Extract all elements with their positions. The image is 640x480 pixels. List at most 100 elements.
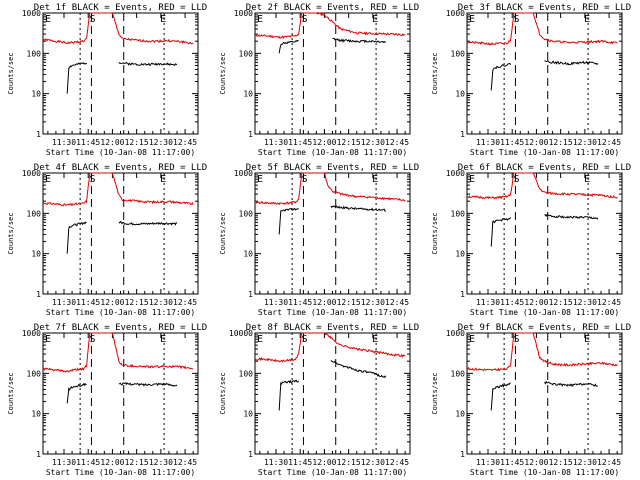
panel-det-2: Det 2f BLACK = Events, RED = LLD 1 10 100 10…: [219, 3, 419, 157]
x-axis-label: Start Time (10-Jan-08 11:17:00): [258, 308, 407, 317]
series-lld-line: [254, 12, 406, 39]
marker-label: S: [513, 334, 519, 345]
series-lld-line: [42, 172, 194, 207]
marker-label: S: [89, 14, 95, 25]
y-tick-label: 1000: [22, 9, 41, 18]
plot-frame: [254, 332, 411, 455]
marker-label: E: [584, 174, 590, 185]
series-events-line: [66, 220, 178, 254]
y-tick-label: 10: [31, 250, 41, 259]
panel-title: Det 7f BLACK = Events, RED = LLD: [34, 323, 207, 333]
x-tick-label: 12:30: [573, 458, 597, 467]
x-tick-label: 11:45: [288, 458, 312, 467]
x-tick-label: 11:30: [264, 458, 288, 467]
marker-label: E: [257, 14, 263, 25]
x-tick-label: 12:00: [312, 458, 336, 467]
x-tick-label: 12:15: [125, 298, 149, 307]
x-tick-label: 12:30: [149, 298, 173, 307]
x-tick-label: 12:30: [573, 138, 597, 147]
marker-label: S: [89, 174, 95, 185]
series-events-line: [490, 213, 599, 247]
marker-label: E: [160, 14, 166, 25]
y-tick-label: 10: [243, 410, 253, 419]
x-tick-label: 12:45: [173, 298, 197, 307]
marker-label: S: [89, 334, 95, 345]
y-axis-label: Counts/sec: [431, 212, 439, 254]
y-tick-label: 1000: [22, 329, 41, 338]
series-events-line: [490, 380, 598, 411]
y-axis-label: Counts/sec: [431, 372, 439, 414]
y-axis-label: Counts/sec: [431, 52, 439, 94]
y-tick-label: 10: [455, 90, 465, 99]
y-axis-label: Counts/sec: [219, 372, 227, 414]
x-tick-label: 11:30: [264, 298, 288, 307]
x-axis-label: Start Time (10-Jan-08 11:17:00): [470, 468, 619, 477]
panel-det-6: Det 6f BLACK = Events, RED = LLD 1 10 100 10…: [431, 163, 631, 317]
x-tick-label: 11:45: [500, 298, 524, 307]
x-tick-label: 12:15: [549, 458, 573, 467]
marker-label: E: [372, 334, 378, 345]
x-tick-label: 12:45: [173, 138, 197, 147]
y-tick-label: 100: [451, 49, 466, 58]
panel-det-8: Det 8f BLACK = Events, RED = LLD 1 10 100 10…: [219, 323, 419, 477]
x-tick-label: 12:45: [173, 458, 197, 467]
series-events-line: [490, 60, 599, 91]
x-axis-label: Start Time (10-Jan-08 11:17:00): [258, 148, 407, 157]
marker-label: E: [45, 174, 51, 185]
y-tick-label: 1: [36, 130, 41, 139]
series-lld-line: [42, 332, 194, 373]
panel-det-1: Det 1f BLACK = Events, RED = LLD 1 10 100 10…: [7, 3, 207, 157]
y-tick-label: 1: [248, 130, 253, 139]
panel-title: Det 5f BLACK = Events, RED = LLD: [246, 163, 419, 173]
marker-label: E: [160, 174, 166, 185]
panel-title: Det 9f BLACK = Events, RED = LLD: [458, 323, 631, 333]
y-axis-label: Counts/sec: [219, 212, 227, 254]
y-tick-label: 100: [239, 49, 254, 58]
marker-label: S: [301, 14, 307, 25]
plot-frame: [466, 12, 623, 135]
x-tick-label: 11:30: [52, 458, 76, 467]
x-axis-label: Start Time (10-Jan-08 11:17:00): [258, 468, 407, 477]
x-tick-label: 12:30: [149, 138, 173, 147]
marker-label: E: [257, 334, 263, 345]
marker-label: E: [584, 334, 590, 345]
x-axis-label: Start Time (10-Jan-08 11:17:00): [46, 308, 195, 317]
marker-label: E: [372, 174, 378, 185]
y-tick-label: 1: [36, 290, 41, 299]
x-tick-label: 11:30: [476, 458, 500, 467]
x-axis-label: Start Time (10-Jan-08 11:17:00): [470, 308, 619, 317]
y-tick-label: 100: [27, 209, 42, 218]
x-axis-label: Start Time (10-Jan-08 11:17:00): [46, 148, 195, 157]
plot-frame: [466, 172, 623, 295]
marker-label: E: [160, 334, 166, 345]
marker-label: E: [257, 174, 263, 185]
panel-det-9: Det 9f BLACK = Events, RED = LLD 1 10 100 10…: [431, 323, 631, 477]
series-events-line: [66, 61, 178, 94]
x-tick-label: 11:45: [288, 298, 312, 307]
x-tick-label: 12:30: [361, 138, 385, 147]
marker-label: E: [469, 334, 475, 345]
x-tick-label: 12:45: [597, 138, 621, 147]
x-tick-label: 11:45: [76, 298, 100, 307]
plot-frame: [466, 332, 623, 455]
plot-frame: [42, 172, 199, 295]
series-events-line: [66, 381, 178, 404]
y-axis-label: Counts/sec: [7, 52, 15, 94]
y-tick-label: 1000: [446, 329, 465, 338]
marker-label: S: [301, 334, 307, 345]
x-tick-label: 11:30: [476, 138, 500, 147]
y-tick-label: 10: [455, 250, 465, 259]
x-axis-label: Start Time (10-Jan-08 11:17:00): [470, 148, 619, 157]
marker-label: S: [301, 174, 307, 185]
x-tick-label: 12:45: [597, 458, 621, 467]
x-tick-label: 11:45: [500, 138, 524, 147]
y-tick-label: 1000: [446, 9, 465, 18]
x-tick-label: 12:00: [100, 458, 124, 467]
plot-frame: [254, 12, 411, 135]
marker-label: E: [45, 14, 51, 25]
y-tick-label: 100: [27, 369, 42, 378]
y-tick-label: 100: [451, 209, 466, 218]
x-tick-label: 12:00: [312, 138, 336, 147]
x-tick-label: 12:00: [524, 458, 548, 467]
y-tick-label: 1: [248, 290, 253, 299]
